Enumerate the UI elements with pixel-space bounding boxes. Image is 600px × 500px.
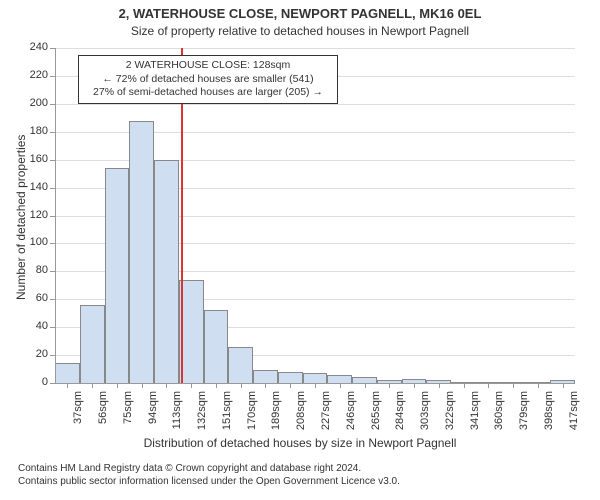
x-tick-label: 37sqm	[72, 391, 84, 441]
y-tick-label: 220	[20, 69, 48, 81]
y-tick-label: 120	[20, 209, 48, 221]
x-axis-line	[55, 383, 575, 384]
chart-subtitle: Size of property relative to detached ho…	[0, 24, 600, 38]
histogram-bar	[303, 373, 328, 383]
x-tick-label: 113sqm	[171, 391, 183, 441]
y-tick-label: 20	[20, 348, 48, 360]
y-tick-label: 240	[20, 41, 48, 53]
x-tick-label: 398sqm	[543, 391, 555, 441]
footer-line-1: Contains HM Land Registry data © Crown c…	[18, 462, 400, 475]
x-tick-label: 379sqm	[518, 391, 530, 441]
x-tick-label: 246sqm	[345, 391, 357, 441]
x-tick-label: 151sqm	[221, 391, 233, 441]
annotation-line-3: 27% of semi-detached houses are larger (…	[85, 86, 331, 100]
x-tick-label: 75sqm	[122, 391, 134, 441]
footer-attribution: Contains HM Land Registry data © Crown c…	[18, 462, 400, 488]
y-tick-label: 80	[20, 264, 48, 276]
histogram-bar	[80, 305, 105, 383]
histogram-bar	[327, 375, 352, 383]
annotation-line-2: ← 72% of detached houses are smaller (54…	[85, 73, 331, 87]
x-tick-label: 322sqm	[444, 391, 456, 441]
x-tick-label: 208sqm	[295, 391, 307, 441]
gridline	[55, 104, 575, 105]
x-tick-label: 132sqm	[196, 391, 208, 441]
annotation-line-1: 2 WATERHOUSE CLOSE: 128sqm	[85, 59, 331, 73]
histogram-bar	[129, 121, 154, 383]
histogram-bar	[55, 363, 80, 383]
histogram-bar	[228, 347, 253, 383]
x-tick-label: 284sqm	[394, 391, 406, 441]
histogram-bar	[154, 160, 179, 383]
histogram-bar	[204, 310, 229, 383]
histogram-bar	[253, 370, 278, 383]
y-axis-line	[55, 48, 56, 383]
x-tick-label: 56sqm	[97, 391, 109, 441]
x-tick-label: 227sqm	[320, 391, 332, 441]
x-tick-label: 303sqm	[419, 391, 431, 441]
y-tick-label: 140	[20, 181, 48, 193]
y-tick-label: 200	[20, 97, 48, 109]
x-tick-label: 170sqm	[246, 391, 258, 441]
y-tick-label: 60	[20, 292, 48, 304]
y-tick-label: 100	[20, 236, 48, 248]
histogram-bar	[278, 372, 303, 383]
y-tick-label: 180	[20, 125, 48, 137]
x-tick-label: 341sqm	[469, 391, 481, 441]
y-tick-label: 160	[20, 153, 48, 165]
x-tick-label: 360sqm	[493, 391, 505, 441]
y-tick-label: 40	[20, 320, 48, 332]
x-tick-label: 265sqm	[370, 391, 382, 441]
x-tick-label: 417sqm	[568, 391, 580, 441]
x-tick-label: 189sqm	[270, 391, 282, 441]
chart-title: 2, WATERHOUSE CLOSE, NEWPORT PAGNELL, MK…	[0, 6, 600, 21]
histogram-bar	[105, 168, 130, 383]
y-tick-label: 0	[20, 376, 48, 388]
footer-line-2: Contains public sector information licen…	[18, 475, 400, 488]
x-tick-label: 94sqm	[147, 391, 159, 441]
annotation-box: 2 WATERHOUSE CLOSE: 128sqm ← 72% of deta…	[78, 55, 338, 104]
gridline	[55, 48, 575, 49]
